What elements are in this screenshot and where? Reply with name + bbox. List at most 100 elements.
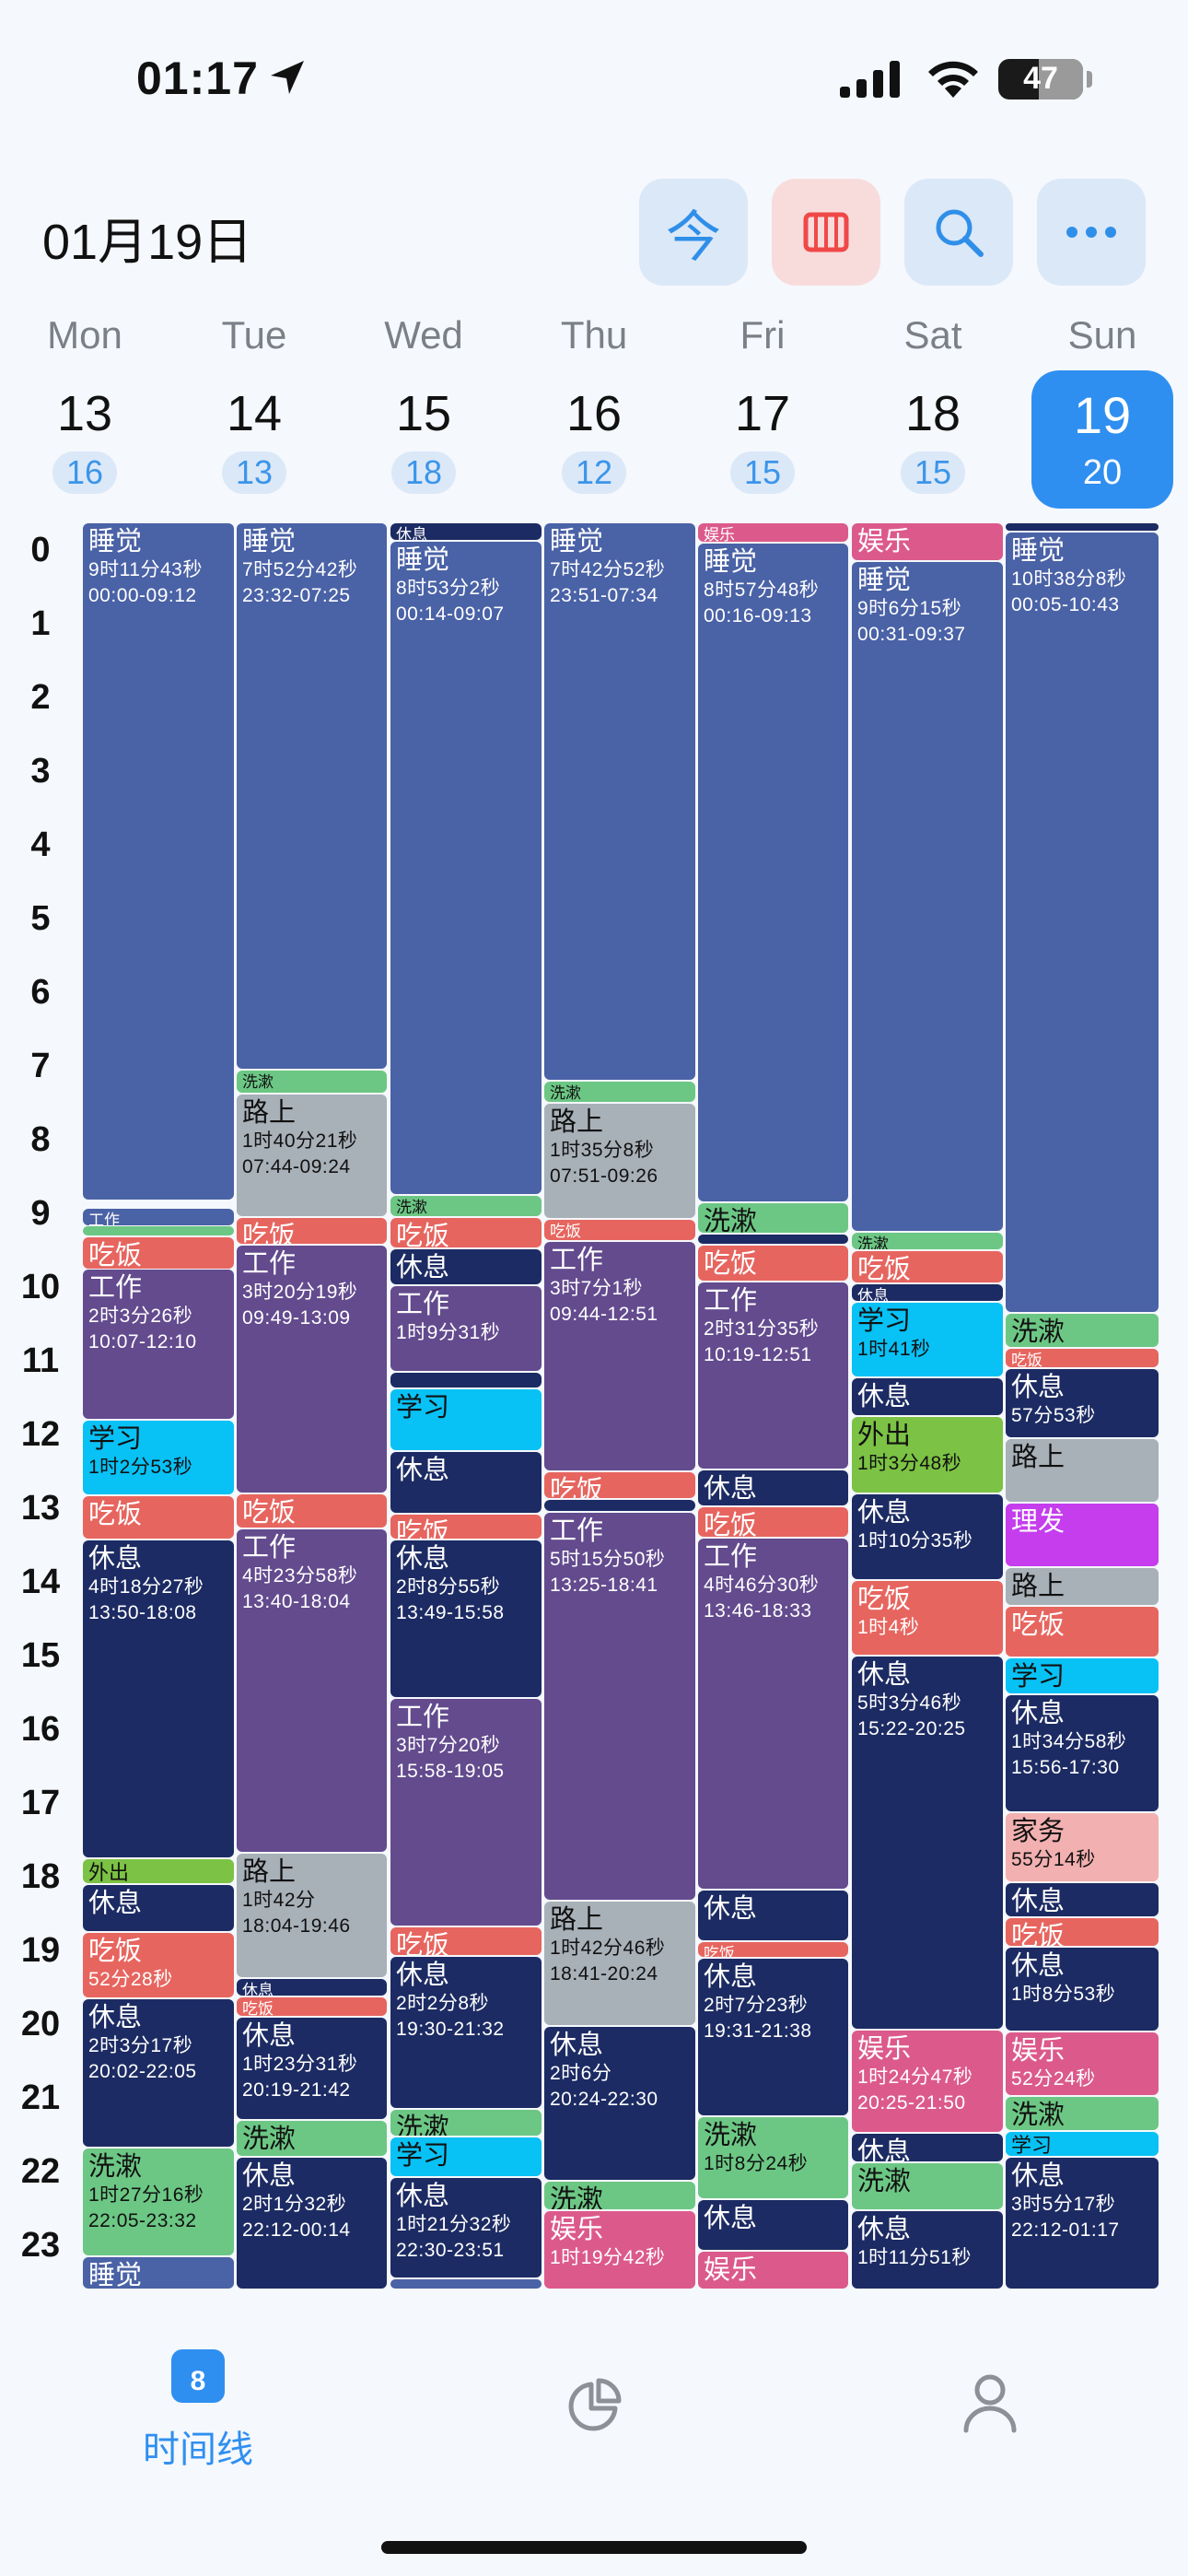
event-block[interactable] — [544, 1500, 695, 1511]
event-block[interactable]: 睡觉 7时42分52秒 23:51-07:34 — [544, 523, 695, 1080]
event-block[interactable]: 工作 3时7分1秒 09:44-12:51 — [544, 1242, 695, 1470]
event-block[interactable]: 学习 — [1006, 1658, 1159, 1693]
event-block[interactable]: 休息 5时3分46秒 15:22-20:25 — [852, 1657, 1003, 2029]
event-block[interactable]: 吃饭 — [698, 1942, 848, 1957]
event-block[interactable]: 吃饭 — [237, 1997, 387, 2016]
event-block[interactable]: 洗漱 — [1006, 1314, 1159, 1347]
event-block[interactable]: 洗漱 — [852, 1233, 1003, 1249]
event-block[interactable]: 洗漱 — [852, 2163, 1003, 2209]
event-block[interactable]: 休息 — [698, 1891, 848, 1940]
event-block[interactable]: 路上 1时35分8秒 07:51-09:26 — [544, 1104, 695, 1218]
event-block[interactable]: 吃饭 — [544, 1220, 695, 1240]
event-block[interactable]: 工作 2时31分35秒 10:19-12:51 — [698, 1282, 848, 1469]
event-block[interactable]: 休息 2时3分17秒 20:02-22:05 — [83, 1999, 234, 2147]
event-block[interactable]: 休息 4时18分27秒 13:50-18:08 — [83, 1540, 234, 1857]
event-block[interactable]: 休息 — [83, 1885, 234, 1931]
event-block[interactable]: 休息 — [390, 1249, 542, 1284]
event-block[interactable]: 睡觉 8时53分2秒 00:14-09:07 — [390, 542, 542, 1194]
event-block[interactable]: 休息 — [698, 2200, 848, 2250]
event-block[interactable]: 吃饭 52分28秒 — [83, 1933, 234, 1997]
event-block[interactable]: 休息 — [390, 1452, 542, 1513]
event-block[interactable]: 吃饭 — [83, 1496, 234, 1539]
event-block[interactable]: 休息 2时8分55秒 13:49-15:58 — [390, 1540, 542, 1697]
event-block[interactable]: 娱乐 — [698, 2252, 848, 2289]
event-block[interactable]: 休息 2时2分8秒 19:30-21:32 — [390, 1957, 542, 2108]
timeline-tab-icon[interactable]: 8 — [171, 2349, 225, 2403]
event-block[interactable]: 洗漱 1时8分24秒 — [698, 2117, 848, 2198]
event-block[interactable] — [390, 1373, 542, 1388]
event-block[interactable]: 休息 — [390, 523, 542, 540]
event-block[interactable]: 工作 4时46分30秒 13:46-18:33 — [698, 1539, 848, 1889]
event-block[interactable]: 洗漱 — [390, 1196, 542, 1216]
event-block[interactable]: 休息 — [852, 1378, 1003, 1415]
event-block[interactable]: 休息 — [698, 1470, 848, 1505]
event-block[interactable]: 睡觉 7时52分42秒 23:32-07:25 — [237, 523, 387, 1069]
event-block[interactable]: 工作 5时15分50秒 13:25-18:41 — [544, 1513, 695, 1900]
event-block[interactable]: 洗漱 — [237, 1071, 387, 1093]
event-block[interactable]: 休息 57分53秒 — [1006, 1369, 1159, 1437]
event-block[interactable]: 吃饭 — [698, 1507, 848, 1537]
event-block[interactable]: 学习 1时41秒 — [852, 1303, 1003, 1376]
event-block[interactable]: 休息 — [852, 1284, 1003, 1301]
event-block[interactable]: 学习 — [1006, 2132, 1159, 2156]
event-block[interactable]: 洗漱 — [544, 1082, 695, 1102]
event-block[interactable]: 学习 — [390, 1389, 542, 1450]
event-block[interactable]: 工作 — [83, 1209, 234, 1225]
event-block[interactable]: 吃饭 — [390, 1218, 542, 1247]
event-block[interactable]: 睡觉 8时57分48秒 00:16-09:13 — [698, 544, 848, 1201]
event-block[interactable]: 吃饭 — [698, 1246, 848, 1281]
event-block[interactable]: 休息 1时23分31秒 20:19-21:42 — [237, 2018, 387, 2119]
event-block[interactable] — [698, 1235, 848, 1244]
event-block[interactable]: 娱乐 — [852, 523, 1003, 560]
event-block[interactable]: 睡觉 9时6分15秒 00:31-09:37 — [852, 562, 1003, 1231]
event-block[interactable]: 休息 — [852, 2134, 1003, 2161]
event-block[interactable]: 睡觉 9时11分43秒 00:00-09:12 — [83, 523, 234, 1200]
event-block[interactable]: 路上 — [1006, 1568, 1159, 1605]
event-block[interactable]: 休息 3时5分17秒 22:12-01:17 — [1006, 2158, 1159, 2289]
day-date-sun[interactable]: 19 — [1073, 386, 1132, 444]
today-button[interactable]: 今 — [639, 179, 748, 286]
event-block[interactable]: 睡觉 10时38分8秒 00:05-10:43 — [1006, 533, 1159, 1312]
event-block[interactable]: 休息 1时34分58秒 15:56-17:30 — [1006, 1695, 1159, 1811]
event-block[interactable]: 洗漱 — [237, 2121, 387, 2156]
event-block[interactable]: 吃饭 — [1006, 1607, 1159, 1657]
home-indicator[interactable] — [381, 2541, 807, 2554]
day-date-sat[interactable]: 18 — [904, 386, 961, 441]
event-block[interactable]: 洗漱 — [698, 1203, 848, 1233]
event-block[interactable]: 娱乐 1时24分47秒 20:25-21:50 — [852, 2031, 1003, 2132]
event-block[interactable]: 工作 2时3分26秒 10:07-12:10 — [83, 1270, 234, 1419]
event-block[interactable]: 休息 1时8分53秒 — [1006, 1948, 1159, 2031]
event-block[interactable]: 休息 1时10分35秒 — [852, 1494, 1003, 1579]
event-block[interactable]: 吃饭 — [237, 1218, 387, 1244]
event-block[interactable]: 外出 — [83, 1859, 234, 1883]
event-block[interactable]: 家务 55分14秒 — [1006, 1813, 1159, 1881]
event-block[interactable]: 睡觉 — [83, 2257, 234, 2289]
event-block[interactable]: 休息 — [1006, 1883, 1159, 1916]
day-date-tue[interactable]: 14 — [226, 386, 283, 441]
event-block[interactable] — [1006, 523, 1159, 531]
event-block[interactable]: 学习 1时2分53秒 — [83, 1421, 234, 1494]
event-block[interactable]: 工作 1时9分31秒 — [390, 1286, 542, 1371]
event-block[interactable]: 吃饭 — [1006, 1349, 1159, 1367]
day-date-mon[interactable]: 13 — [56, 386, 113, 441]
event-block[interactable]: 学习 — [390, 2137, 542, 2176]
search-button[interactable] — [904, 179, 1013, 286]
day-date-fri[interactable]: 17 — [734, 386, 791, 441]
current-date[interactable]: 01月19日 — [42, 215, 253, 270]
event-block[interactable]: 洗漱 — [390, 2110, 542, 2136]
event-block[interactable]: 吃饭 — [544, 1472, 695, 1498]
event-block[interactable]: 理发 — [1006, 1504, 1159, 1566]
event-block[interactable]: 路上 1时42分 18:04-19:46 — [237, 1854, 387, 1977]
event-block[interactable]: 休息 1时21分32秒 22:30-23:51 — [390, 2178, 542, 2277]
day-date-wed[interactable]: 15 — [395, 386, 452, 441]
event-block[interactable]: 洗漱 — [1006, 2097, 1159, 2130]
event-block[interactable]: 休息 1时11分51秒 — [852, 2211, 1003, 2289]
event-block[interactable]: 吃饭 — [1006, 1918, 1159, 1946]
timeline-tab-label[interactable]: 时间线 — [143, 2430, 253, 2470]
event-block[interactable]: 路上 1时42分46秒 18:41-20:24 — [544, 1902, 695, 2025]
event-block[interactable]: 洗漱 1时27分16秒 22:05-23:32 — [83, 2149, 234, 2255]
event-block[interactable]: 吃饭 1时4秒 — [852, 1581, 1003, 1655]
day-date-thu[interactable]: 16 — [565, 386, 623, 441]
event-block[interactable]: 休息 2时6分 20:24-22:30 — [544, 2027, 695, 2180]
event-block[interactable]: 吃饭 — [237, 1494, 387, 1528]
